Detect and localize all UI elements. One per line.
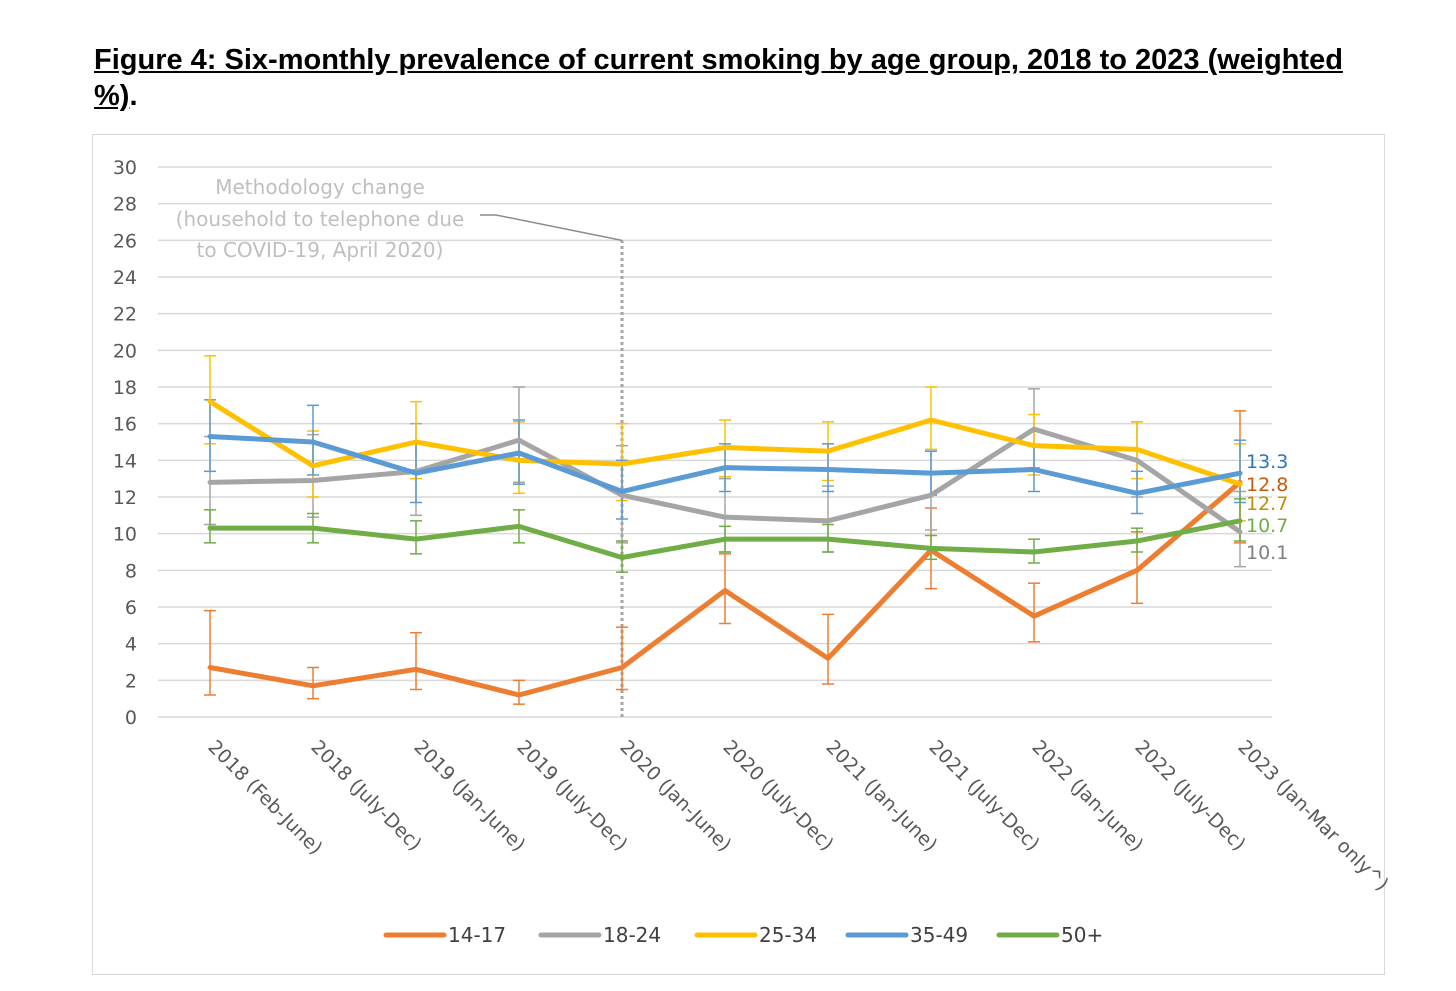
chart-frame bbox=[92, 134, 1385, 975]
legend-label-14-17: 14-17 bbox=[448, 923, 506, 947]
x-tick-label: 2022 (July-Dec) bbox=[1130, 736, 1249, 855]
x-tick-label: 2020 (Jan-June) bbox=[615, 736, 735, 856]
y-tick-label: 14 bbox=[113, 450, 137, 472]
y-tick-label: 6 bbox=[125, 597, 137, 619]
y-tick-label: 20 bbox=[113, 340, 137, 362]
y-tick-label: 28 bbox=[113, 194, 137, 216]
y-tick-label: 30 bbox=[113, 157, 137, 179]
x-tick-label: 2022 (Jan-June) bbox=[1027, 736, 1147, 856]
figure-title-period: . bbox=[129, 80, 138, 112]
legend-label-25-34: 25-34 bbox=[759, 923, 817, 947]
x-tick-label: 2018 (Feb-June) bbox=[203, 736, 326, 859]
y-tick-label: 8 bbox=[125, 560, 137, 582]
series-line-25-34 bbox=[207, 399, 1243, 487]
x-tick-label: 2019 (Jan-June) bbox=[409, 736, 529, 856]
series-line-18-24 bbox=[207, 426, 1243, 535]
x-tick-label: 2020 (July-Dec) bbox=[718, 736, 837, 855]
y-tick-label: 22 bbox=[113, 304, 137, 326]
y-tick-label: 10 bbox=[113, 524, 137, 546]
legend-label-35-49: 35-49 bbox=[910, 923, 968, 947]
x-tick-label: 2019 (July-Dec) bbox=[512, 736, 631, 855]
annotation-text: to COVID-19, April 2020) bbox=[197, 238, 444, 262]
y-tick-label: 2 bbox=[125, 670, 137, 692]
end-label-50-: 10.7 bbox=[1246, 515, 1288, 537]
y-tick-label: 16 bbox=[113, 414, 137, 436]
figure-title-text: Figure 4: Six-monthly prevalence of curr… bbox=[94, 44, 1343, 112]
x-tick-label: 2018 (July-Dec) bbox=[306, 736, 425, 855]
end-label-35-49: 13.3 bbox=[1246, 451, 1288, 473]
annotation-leader-line bbox=[480, 214, 623, 242]
end-label-14-17: 12.8 bbox=[1246, 474, 1288, 496]
y-tick-label: 4 bbox=[125, 634, 137, 656]
x-tick-label: 2021 (July-Dec) bbox=[924, 736, 1043, 855]
y-tick-label: 0 bbox=[125, 707, 137, 729]
annotation-text: Methodology change bbox=[215, 175, 425, 199]
end-label-18-24: 10.1 bbox=[1246, 542, 1288, 564]
end-label-25-34: 12.7 bbox=[1246, 493, 1288, 515]
series-line-35-49 bbox=[207, 434, 1243, 496]
x-tick-label: 2021 (Jan-June) bbox=[821, 736, 941, 856]
series-line-50- bbox=[207, 518, 1243, 560]
annotation-text: (household to telephone due bbox=[176, 207, 465, 231]
legend-label-50-: 50+ bbox=[1061, 923, 1103, 947]
y-tick-label: 24 bbox=[113, 267, 137, 289]
series-line-14-17 bbox=[207, 479, 1243, 698]
legend-label-18-24: 18-24 bbox=[603, 923, 661, 947]
y-tick-label: 12 bbox=[113, 487, 137, 509]
figure-title: Figure 4: Six-monthly prevalence of curr… bbox=[94, 42, 1394, 114]
x-tick-label: 2023 (Jan-Mar only^) bbox=[1233, 736, 1392, 895]
y-tick-label: 26 bbox=[113, 230, 137, 252]
y-tick-label: 18 bbox=[113, 377, 137, 399]
